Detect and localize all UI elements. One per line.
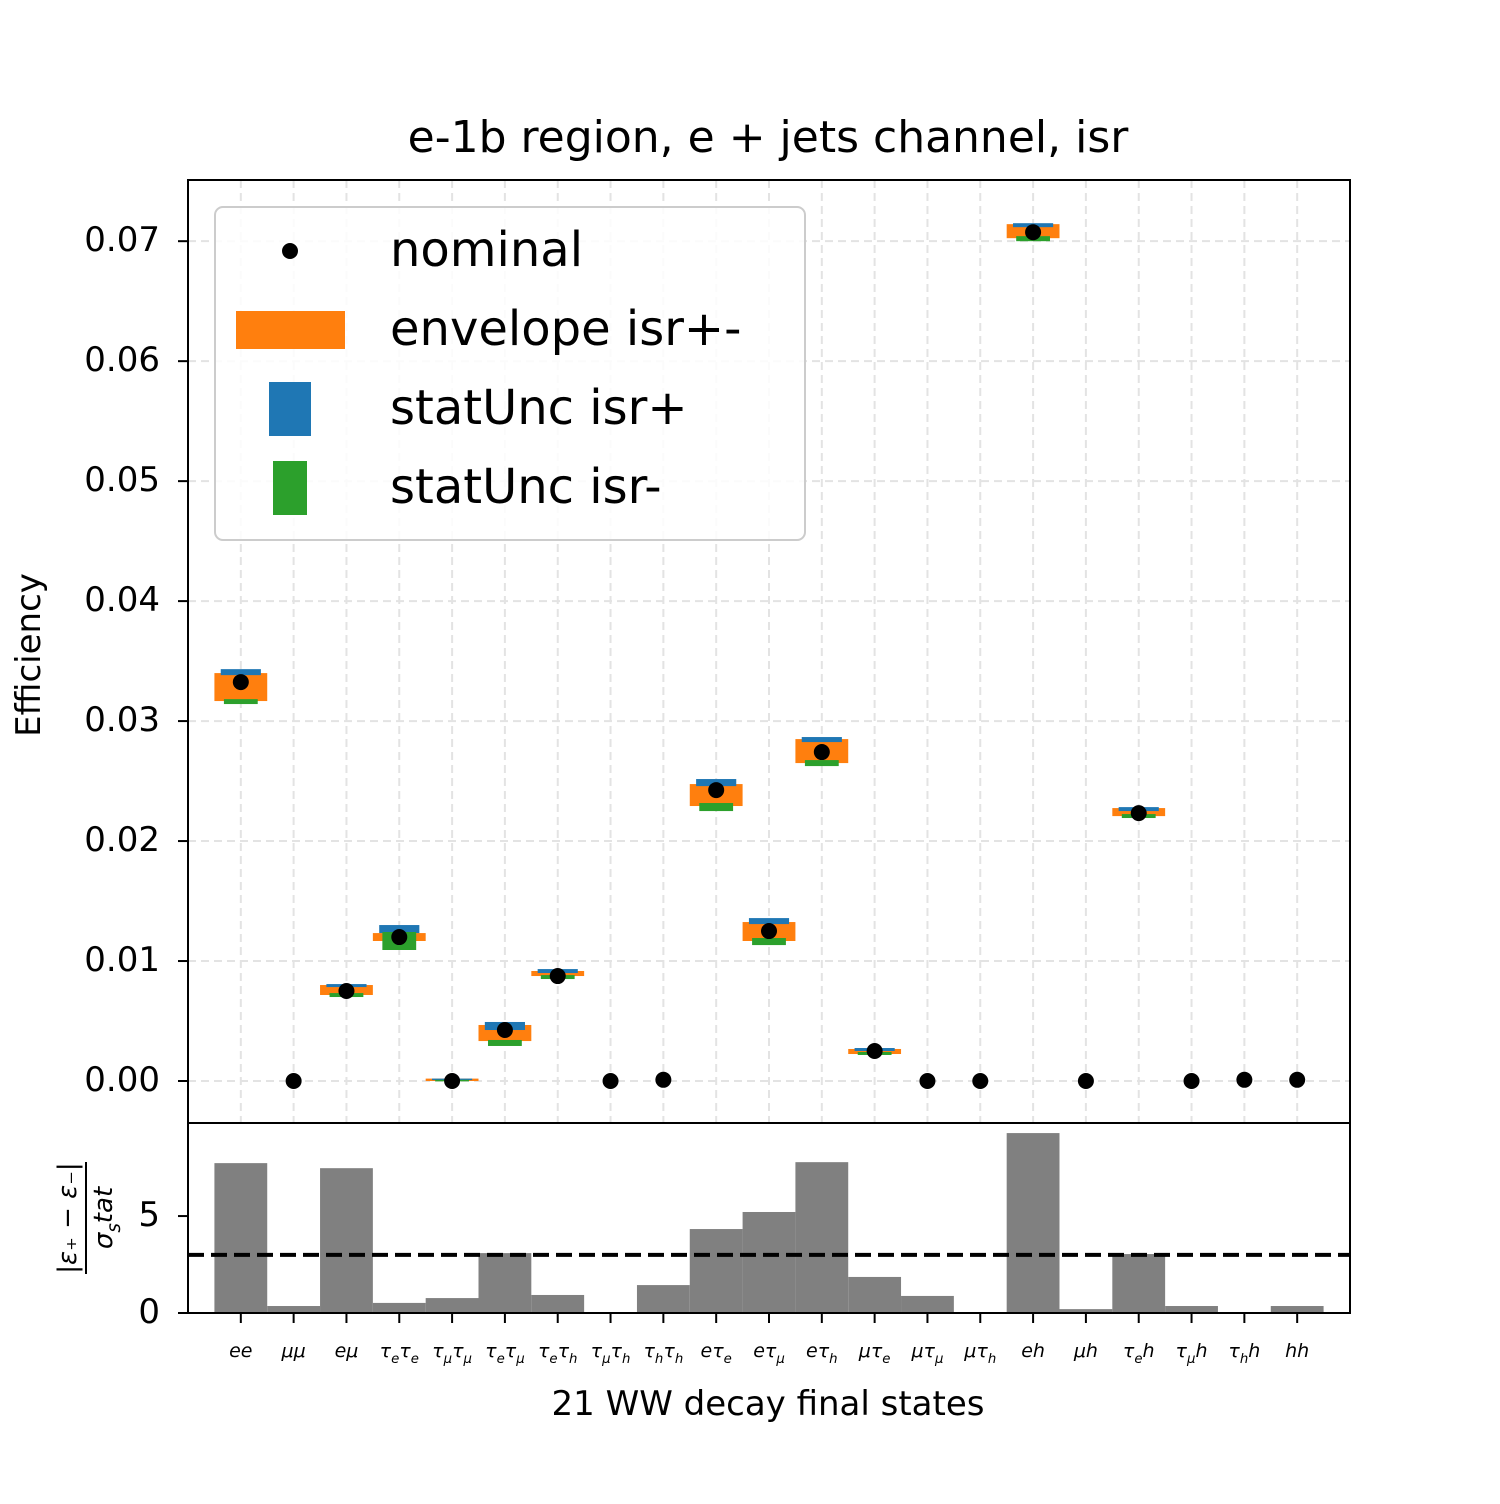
nominal-point	[285, 1073, 302, 1090]
x-tick-label: eτe	[701, 1340, 732, 1367]
y-tick-label: 0	[138, 1292, 160, 1332]
y-axis-label: Efficiency	[9, 573, 49, 737]
nominal-point	[813, 744, 830, 761]
legend-marker	[269, 382, 311, 436]
nominal-point	[1130, 805, 1147, 822]
y-tick-label: 0.03	[84, 700, 160, 740]
x-tick-label: eτμ	[753, 1340, 785, 1367]
bar	[478, 1253, 532, 1313]
x-tick-label: μτe	[858, 1340, 891, 1367]
x-tick-label: τeτe	[380, 1340, 419, 1367]
x-tick-label: eμ	[335, 1340, 359, 1362]
legend-box	[214, 206, 806, 541]
unc-box	[752, 937, 786, 946]
x-tick-label: τμτh	[591, 1340, 631, 1367]
nominal-point	[496, 1022, 513, 1039]
nominal-point	[1289, 1071, 1306, 1088]
bar	[742, 1211, 796, 1313]
x-tick-label: τμh	[1176, 1340, 1208, 1367]
unc-box	[220, 669, 261, 676]
y-tick-label: 0.07	[84, 220, 160, 260]
y-tick-label: 0.05	[84, 460, 160, 500]
x-tick-label: μτh	[963, 1340, 996, 1367]
nominal-point	[1236, 1071, 1253, 1088]
bar	[267, 1306, 321, 1313]
bar	[531, 1294, 585, 1313]
bar	[1006, 1133, 1060, 1313]
bar	[372, 1302, 426, 1313]
nominal-point	[1183, 1073, 1200, 1090]
x-tick-label: τhh	[1228, 1340, 1260, 1367]
bar	[425, 1298, 479, 1313]
bar	[214, 1163, 268, 1313]
bar	[795, 1162, 849, 1313]
x-tick-label: eτh	[806, 1340, 838, 1367]
nominal-point	[549, 968, 566, 985]
chart-title: e-1b region, e + jets channel, isr	[408, 112, 1130, 163]
bar	[636, 1285, 690, 1313]
x-tick-label: μμ	[281, 1340, 306, 1362]
x-tick-label: eh	[1021, 1340, 1045, 1362]
bar	[1112, 1254, 1166, 1313]
unc-box	[804, 760, 839, 767]
ratio-label-numerator: |ε₊ − ε₋|	[53, 1162, 83, 1273]
nominal-point	[1077, 1073, 1094, 1090]
ratio-label: |ε₊ − ε₋| σstat	[53, 1162, 125, 1274]
unc-box	[801, 737, 842, 743]
legend-marker	[273, 461, 307, 515]
nominal-point	[761, 923, 777, 940]
legend-label: envelope isr+-	[390, 301, 741, 357]
x-tick-label: τeτμ	[485, 1340, 525, 1367]
x-tick-label: τeh	[1123, 1340, 1155, 1367]
unc-box	[488, 1039, 522, 1046]
bar	[848, 1276, 902, 1313]
nominal-point	[1025, 224, 1042, 241]
bar	[1059, 1309, 1113, 1313]
y-tick-label: 0.02	[84, 820, 160, 860]
nominal-point	[708, 782, 725, 799]
y-tick-label: 0.00	[84, 1060, 160, 1100]
unc-box	[699, 803, 734, 812]
nominal-point	[972, 1073, 989, 1090]
x-tick-label: ee	[229, 1340, 252, 1362]
nominal-point	[444, 1073, 461, 1090]
bar	[320, 1168, 373, 1313]
x-tick-label: hh	[1285, 1340, 1309, 1362]
nominal-point	[602, 1073, 619, 1090]
x-tick-label: τμτμ	[432, 1340, 472, 1367]
unc-box	[748, 918, 790, 925]
nominal-point	[232, 674, 249, 691]
nominal-point	[391, 929, 408, 946]
nominal-point	[655, 1071, 672, 1088]
axes-frame	[187, 1122, 1351, 1314]
ratio-label-denominator: σstat	[89, 1186, 125, 1249]
bar	[689, 1229, 743, 1313]
legend-marker	[236, 311, 345, 349]
x-tick-label: μh	[1073, 1340, 1098, 1362]
legend-marker	[282, 243, 298, 259]
y-tick-label: 0.01	[84, 940, 160, 980]
bar	[1270, 1306, 1324, 1313]
x-axis-label: 21 WW decay final states	[552, 1384, 985, 1424]
nominal-point	[866, 1043, 883, 1060]
bar	[1165, 1306, 1218, 1313]
nominal-point	[338, 983, 355, 1000]
nominal-point	[919, 1073, 936, 1090]
bar	[901, 1295, 954, 1313]
y-tick-label: 0.06	[84, 340, 160, 380]
y-tick-label: 0.04	[84, 580, 160, 620]
legend-label: nominal	[390, 222, 583, 278]
x-tick-label: τeτh	[538, 1340, 578, 1367]
y-tick-label: 5	[138, 1195, 160, 1235]
legend-label: statUnc isr+	[390, 380, 688, 436]
unc-box	[223, 699, 258, 705]
x-tick-label: τhτh	[643, 1340, 683, 1367]
legend-label: statUnc isr-	[390, 459, 662, 515]
x-tick-label: μτμ	[910, 1340, 943, 1367]
